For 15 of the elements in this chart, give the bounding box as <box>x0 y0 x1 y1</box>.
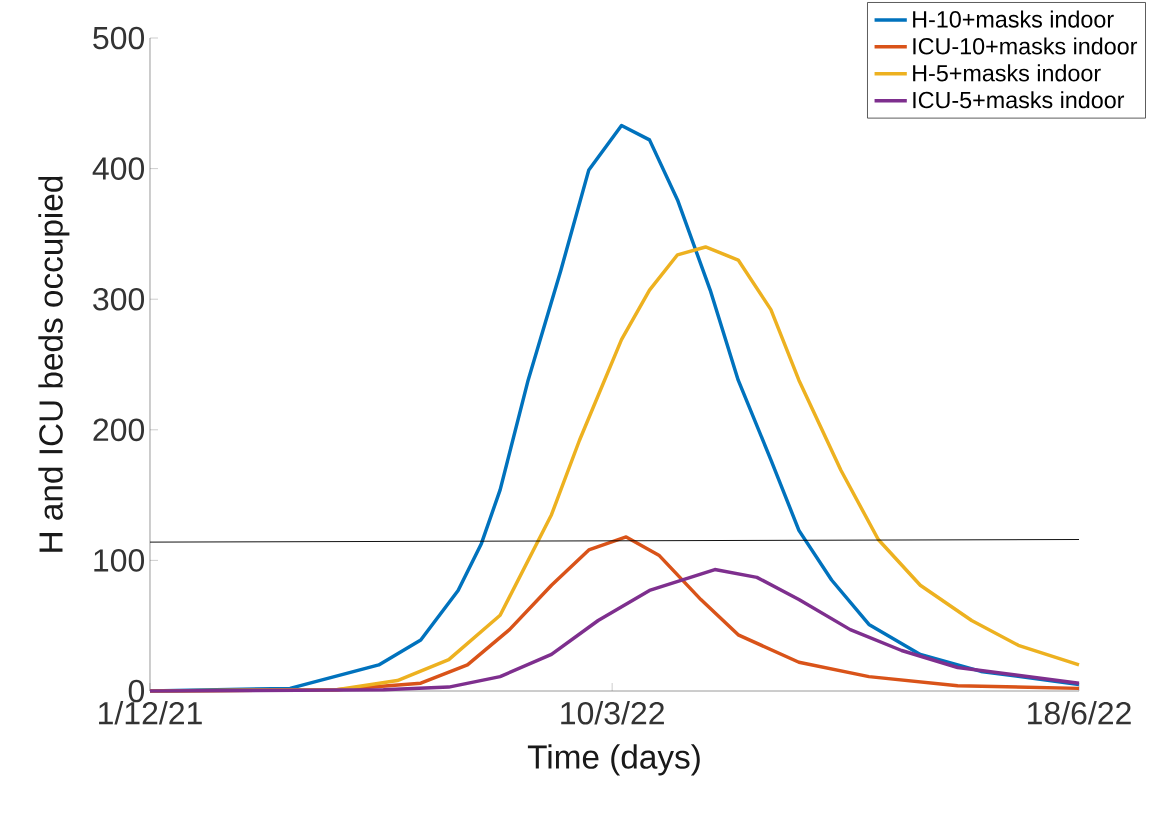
x-tick-label: 10/3/22 <box>561 701 664 725</box>
x-tick-label: 18/6/22 <box>1028 701 1131 725</box>
y-tick-label: 300 <box>93 287 145 311</box>
y-tick-label: 200 <box>93 418 145 442</box>
x-axis-title: Time (days) <box>527 744 700 776</box>
legend-label: H-10+masks indoor <box>913 10 1114 28</box>
x-tick-label: 1/12/21 <box>99 701 202 725</box>
y-tick-label: 100 <box>94 549 145 572</box>
legend-label: ICU-10+masks indoor <box>913 37 1138 55</box>
y-tick-label: 0 <box>128 679 145 703</box>
y-axis-title: H and ICU beds occupied <box>38 176 70 552</box>
y-tick-label: 400 <box>92 157 145 180</box>
legend-label: ICU-5+masks indoor <box>913 91 1125 109</box>
y-tick-label: 500 <box>93 26 145 50</box>
legend-label: H-5+masks indoor <box>913 64 1101 82</box>
